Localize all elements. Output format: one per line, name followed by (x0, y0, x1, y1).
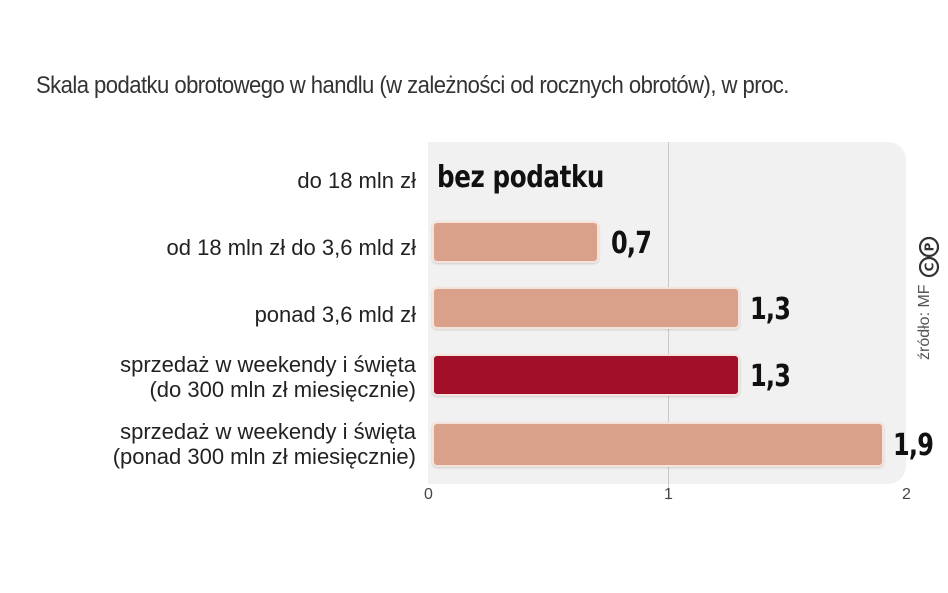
value-label-3: 1,3 (750, 292, 791, 327)
row-label-4: sprzedaż w weekendy i święta (do 300 mln… (120, 352, 416, 402)
x-tick-1: 1 (664, 486, 673, 503)
svg-text:C: C (923, 262, 937, 271)
source-note: źródło: MF (916, 284, 933, 360)
row-label-3: ponad 3,6 mld zł (254, 302, 416, 327)
bar-row-4-highlight (432, 354, 740, 396)
value-label-4: 1,3 (750, 359, 791, 394)
bar-row-3 (432, 287, 740, 329)
row-label-2: od 18 mln zł do 3,6 mld zł (166, 235, 416, 260)
bar-row-5 (432, 422, 884, 467)
x-tick-0: 0 (424, 486, 433, 503)
value-label-2: 0,7 (611, 226, 652, 261)
x-tick-2: 2 (902, 486, 911, 503)
value-label-5: 1,9 (893, 428, 934, 463)
svg-text:P: P (923, 242, 937, 251)
row-label-5: sprzedaż w weekendy i święta (ponad 300 … (112, 419, 416, 469)
cp-icon: P C (918, 236, 940, 278)
bar-row-2 (432, 221, 599, 263)
chart-title: Skala podatku obrotowego w handlu (w zal… (36, 72, 789, 99)
no-tax-label: bez podatku (437, 160, 605, 195)
row-label-1: do 18 mln zł (297, 168, 416, 193)
